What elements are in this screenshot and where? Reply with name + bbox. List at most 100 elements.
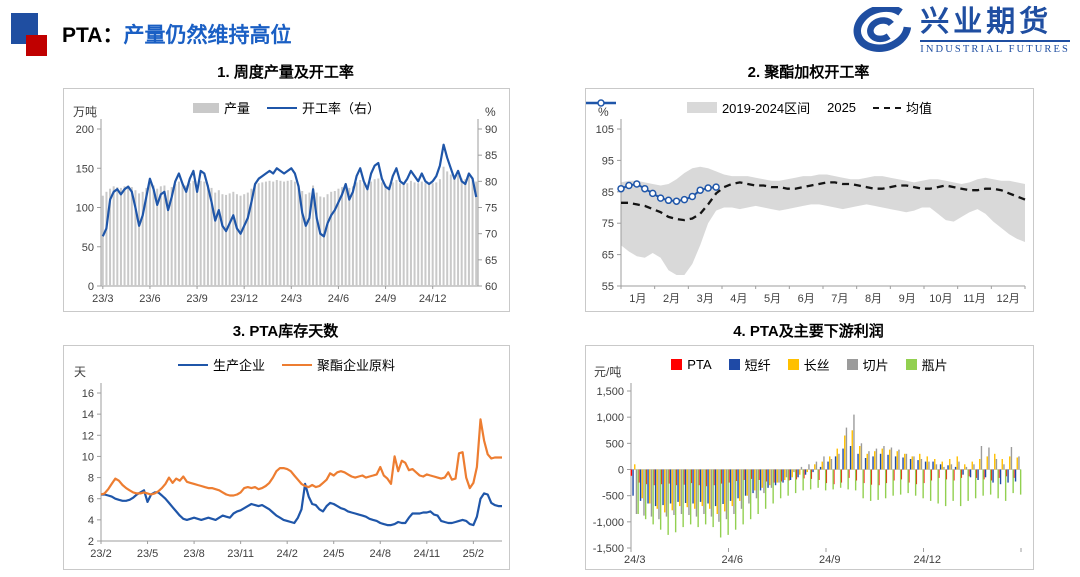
svg-text:6: 6 — [88, 494, 94, 506]
legend-item: 切片 — [846, 355, 889, 374]
svg-text:100: 100 — [76, 203, 94, 215]
chart3-title: 3. PTA库存天数 — [232, 323, 339, 340]
legend-item: 瓶片 — [905, 355, 948, 374]
page-title-main: 产量仍然维持高位 — [123, 24, 292, 47]
svg-text:105: 105 — [596, 124, 614, 136]
svg-text:23/6: 23/6 — [139, 293, 160, 305]
svg-text:-1,000: -1,000 — [593, 517, 624, 529]
svg-text:%: % — [598, 105, 609, 119]
svg-text:24/12: 24/12 — [913, 554, 941, 566]
legend-item: 生产企业 — [177, 355, 265, 374]
svg-text:6月: 6月 — [798, 293, 815, 305]
svg-text:23/12: 23/12 — [230, 293, 258, 305]
svg-text:85: 85 — [485, 150, 497, 162]
svg-text:12: 12 — [82, 430, 94, 442]
svg-text:2月: 2月 — [663, 293, 680, 305]
svg-text:24/3: 24/3 — [281, 293, 302, 305]
svg-text:8: 8 — [88, 473, 94, 485]
chart4-legend: PTA 短纤 长丝 切片 瓶片 — [586, 355, 1033, 374]
svg-text:11月: 11月 — [963, 293, 985, 305]
svg-text:4: 4 — [88, 515, 94, 527]
chart2-title: 2. 聚酯加权开工率 — [747, 64, 870, 81]
svg-text:12月: 12月 — [997, 293, 1020, 305]
svg-text:95: 95 — [602, 155, 614, 167]
svg-text:23/8: 23/8 — [183, 548, 204, 560]
legend-item: 均值 — [873, 98, 932, 117]
legend-item: 聚酯企业原料 — [282, 355, 395, 374]
svg-text:50: 50 — [82, 242, 94, 254]
page-title-prefix: PTA： — [62, 24, 124, 47]
company-name-cn: 兴业期货 — [920, 6, 1053, 39]
legend-item: 2025 — [586, 99, 856, 115]
svg-text:2: 2 — [88, 536, 94, 548]
svg-text:10: 10 — [82, 451, 94, 463]
chart1-weekly-production-operating-rate: 产量 开工率（右） 0 50 100 150 200 60 65 70 75 80 85 90 23/3 2… — [63, 88, 510, 312]
svg-text:200: 200 — [76, 124, 94, 136]
svg-text:1,000: 1,000 — [596, 412, 624, 424]
svg-text:0: 0 — [88, 281, 94, 293]
svg-text:23/5: 23/5 — [137, 548, 158, 560]
svg-text:24/6: 24/6 — [722, 554, 743, 566]
svg-text:24/11: 24/11 — [413, 548, 440, 560]
svg-text:天: 天 — [74, 365, 86, 379]
svg-text:1,500: 1,500 — [596, 386, 624, 398]
chart4-title: 4. PTA及主要下游利润 — [733, 323, 884, 340]
svg-text:65: 65 — [602, 250, 614, 262]
legend-item: 产量 — [192, 98, 250, 117]
legend-item: 短纤 — [728, 355, 771, 374]
chart2-legend: 2019-2024区间 2025 均值 — [586, 98, 1033, 117]
svg-text:65: 65 — [485, 255, 497, 267]
company-name-en: INDUSTRIAL FUTURES — [920, 39, 1070, 55]
svg-text:24/6: 24/6 — [328, 293, 349, 305]
svg-text:90: 90 — [485, 124, 497, 136]
svg-text:10月: 10月 — [929, 293, 952, 305]
svg-text:3月: 3月 — [697, 293, 714, 305]
svg-text:60: 60 — [485, 281, 497, 293]
svg-text:8月: 8月 — [865, 293, 882, 305]
svg-text:16: 16 — [82, 388, 94, 400]
svg-text:%: % — [485, 105, 496, 119]
svg-text:1月: 1月 — [629, 293, 646, 305]
page-title: PTA：产量仍然维持高位 — [62, 19, 291, 49]
chart2-polyester-weighted-operating-rate: 2019-2024区间 2025 均值 55 65 75 85 95 105 1月 2月 3月 4月 5… — [585, 88, 1034, 312]
svg-text:9月: 9月 — [899, 293, 916, 305]
svg-text:24/9: 24/9 — [819, 554, 840, 566]
svg-text:24/5: 24/5 — [323, 548, 344, 560]
svg-text:75: 75 — [485, 203, 497, 215]
svg-text:23/9: 23/9 — [186, 293, 207, 305]
company-logo-text: 兴业期货 INDUSTRIAL FUTURES — [920, 6, 1070, 55]
svg-text:14: 14 — [82, 409, 94, 421]
title-decoration-red-square — [26, 35, 47, 56]
svg-text:-1,500: -1,500 — [593, 543, 624, 555]
svg-text:-500: -500 — [602, 491, 624, 503]
svg-text:24/9: 24/9 — [375, 293, 396, 305]
svg-text:500: 500 — [606, 438, 624, 450]
legend-item: PTA — [671, 357, 712, 372]
svg-text:150: 150 — [76, 163, 94, 175]
svg-text:24/3: 24/3 — [624, 554, 645, 566]
svg-text:23/11: 23/11 — [227, 548, 254, 560]
svg-text:7月: 7月 — [831, 293, 848, 305]
svg-text:24/8: 24/8 — [370, 548, 391, 560]
svg-text:23/2: 23/2 — [90, 548, 111, 560]
svg-text:23/3: 23/3 — [92, 293, 113, 305]
legend-item: 长丝 — [787, 355, 830, 374]
chart3-pta-inventory-days: 生产企业 聚酯企业原料 2 4 6 8 10 12 14 16 23/2 23/5 23/8 23/11… — [63, 345, 510, 570]
company-logo-icon — [853, 7, 912, 52]
svg-text:55: 55 — [602, 281, 614, 293]
legend-item: 开工率（右） — [267, 98, 380, 117]
svg-text:70: 70 — [485, 229, 497, 241]
svg-text:24/2: 24/2 — [276, 548, 297, 560]
svg-text:80: 80 — [485, 176, 497, 188]
svg-text:0: 0 — [618, 465, 624, 477]
svg-text:元/吨: 元/吨 — [594, 365, 621, 379]
legend-item: 2019-2024区间 — [686, 98, 810, 117]
svg-text:24/12: 24/12 — [419, 293, 447, 305]
chart4-pta-downstream-profit: PTA 短纤 长丝 切片 瓶片 -1,500 -1,000 -500 0 500 1,000 1,5… — [585, 345, 1034, 570]
svg-text:5月: 5月 — [764, 293, 781, 305]
svg-text:75: 75 — [602, 218, 614, 230]
chart3-legend: 生产企业 聚酯企业原料 — [64, 355, 509, 374]
company-logo: 兴业期货 INDUSTRIAL FUTURES — [853, 7, 1070, 55]
svg-text:85: 85 — [602, 187, 614, 199]
svg-text:25/2: 25/2 — [463, 548, 484, 560]
